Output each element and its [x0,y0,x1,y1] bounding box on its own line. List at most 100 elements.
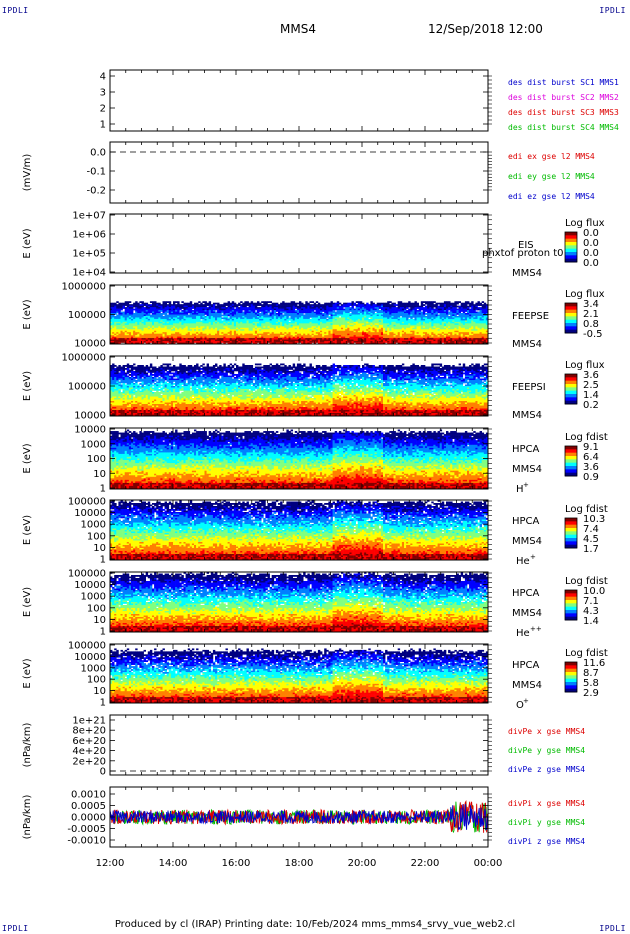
feepsi-panel-colorbar-swatch [565,381,577,385]
hpca-o-panel-colorbar-swatch [565,675,577,679]
hpca-h-panel-colorbar-swatch [565,453,577,457]
eis-panel-spacecraft-label: MMS4 [512,268,542,279]
hpca-h-panel-spectrogram [110,430,488,490]
edi-panel-legend-entry: edi ey gse l2 MMS4 [508,172,595,181]
hpca-he-panel-colorbar-swatch [565,531,577,535]
hpca-h-panel-instrument-label: HPCA [512,444,540,455]
footer-credit: Produced by cl (IRAP) Printing date: 10/… [0,919,630,930]
hpca-h-panel-ytick-label: 10000 [74,425,106,436]
hpca-h-panel-colorbar-swatch [565,459,577,463]
hpca-he-panel-instrument-label: HPCA [512,516,540,527]
hpca-hepp-panel-ytick-label: 1000 [81,592,106,603]
hpca-o-panel-colorbar-swatch [565,685,577,689]
feepsi-panel-colorbar-swatch [565,384,577,388]
feepsi-panel-spectrogram [110,364,488,417]
edi-panel-legend-entry: edi ez gse l2 MMS4 [508,192,595,201]
divpi-panel-ylabel: (nPa/km) [22,795,33,840]
hpca-hepp-panel-colorbar-swatch [565,613,577,617]
hpca-hepp-panel-colorbar-swatch [565,610,577,614]
eis-panel-colorbar-swatch [565,255,577,259]
burst-panel-legend-entry: des dist burst SC2 MMS2 [508,93,619,102]
hpca-hepp-panel-colorbar-tick: 1.4 [583,616,599,627]
hpca-hepp-panel-instrument-label: HPCA [512,588,540,599]
divpi-panel-legend-entry: divPi z gse MMS4 [508,837,585,846]
hpca-hepp-panel-colorbar-swatch [565,593,577,597]
eis-panel-ylabel: E (eV) [22,228,33,258]
feepsi-panel-colorbar-swatch [565,391,577,395]
feepsi-panel-colorbar-swatch [565,374,577,378]
eis-panel-colorbar-swatch [565,232,577,236]
divpi-panel-legend-entry: divPi y gse MMS4 [508,818,585,827]
time-axis-label: 00:00 [474,858,503,869]
hpca-hepp-panel-ytick-label: 100 [87,603,106,614]
hpca-h-panel-ytick-label: 1 [100,484,106,495]
feepsi-panel-colorbar-swatch [565,397,577,401]
hpca-he-panel-colorbar-swatch [565,525,577,529]
hpca-o-panel-colorbar-swatch [565,662,577,666]
divpi-panel-ytick-label: -0.0005 [67,824,106,835]
feepse-panel-colorbar-swatch [565,316,577,320]
eis-panel-ytick-label: 1e+06 [72,230,106,241]
time-axis-label: 20:00 [348,858,377,869]
hpca-h-panel-colorbar-swatch [565,469,577,473]
feepsi-panel-ytick-label: 10000 [74,411,106,422]
feepse-panel-ytick-label: 100000 [68,310,106,321]
eis-panel-colorbar-swatch [565,239,577,243]
burst-panel-legend-entry: des dist burst SC1 MMS1 [508,78,619,87]
hpca-hepp-panel-ylabel: E (eV) [22,587,33,617]
hpca-he-panel-colorbar-tick: 1.7 [583,544,599,555]
eis-panel-colorbar-swatch [565,252,577,256]
hpca-o-panel-spacecraft-label: MMS4 [512,680,542,691]
divpi-panel-ytick-label: 0.0000 [71,813,106,824]
feepse-panel-colorbar-swatch [565,320,577,324]
feepse-panel-ytick-label: 1000000 [61,282,106,293]
hpca-hepp-panel-colorbar-swatch [565,607,577,611]
divpi-panel-ytick-label: -0.0010 [67,836,106,847]
divpe-panel-ytick-label: 0 [100,767,106,778]
hpca-h-panel-ytick-label: 10 [93,469,106,480]
hpca-hepp-panel-charge-label: ++ [530,625,542,633]
feepsi-panel-spacecraft-label: MMS4 [512,410,542,421]
feepsi-panel-colorbar-swatch [565,394,577,398]
feepse-panel-ylabel: E (eV) [22,299,33,329]
burst-panel-ytick-label: 4 [100,72,106,83]
feepsi-panel-ytick-label: 100000 [68,382,106,393]
hpca-hepp-panel-colorbar-swatch [565,603,577,607]
divpe-panel-legend-entry: divPe x gse MMS4 [508,727,585,736]
hpca-o-panel-colorbar-swatch [565,665,577,669]
eis-panel-colorbar-swatch [565,235,577,239]
hpca-he-panel-spectrogram [110,500,488,560]
divpi-panel-ytick-label: 0.0005 [71,801,106,812]
hpca-he-panel-ytick-label: 100000 [68,497,106,508]
hpca-h-panel-spacecraft-label: MMS4 [512,464,542,475]
time-axis-label: 12:00 [96,858,125,869]
hpca-h-panel-ylabel: E (eV) [22,443,33,473]
edi-panel-ytick-label: -0.2 [86,186,106,197]
hpca-o-panel-colorbar-tick: 2.9 [583,688,599,699]
hpca-o-panel-ytick-label: 1000 [81,663,106,674]
hpca-h-panel-colorbar-tick: 0.9 [583,472,599,483]
feepsi-panel-colorbar-tick: 0.2 [583,400,599,411]
hpca-o-panel-ytick-label: 10 [93,686,106,697]
divpe-panel-legend-entry: divPe y gse MMS4 [508,746,585,755]
divpi-panel-legend-entry: divPi x gse MMS4 [508,799,585,808]
feepsi-panel-ytick-label: 1000000 [61,353,106,364]
hpca-h-panel-charge-label: + [523,481,529,489]
burst-panel-ytick-label: 3 [100,88,106,99]
hpca-he-panel-colorbar-swatch [565,518,577,522]
hpca-hepp-panel-spacecraft-label: MMS4 [512,608,542,619]
feepsi-panel-ylabel: E (eV) [22,371,33,401]
hpca-o-panel-colorbar-swatch [565,669,577,673]
edi-panel-legend-entry: edi ex gse l2 MMS4 [508,152,595,161]
eis-panel-colorbar-swatch [565,245,577,249]
hpca-he-panel-ytick-label: 1000 [81,520,106,531]
time-axis-label: 14:00 [159,858,188,869]
feepse-panel-spectrogram [110,301,488,344]
eis-panel-ytick-label: 1e+04 [72,268,106,279]
hpca-he-panel-ytick-label: 100 [87,531,106,542]
eis-panel-colorbar-swatch [565,242,577,246]
hpca-o-panel-colorbar-swatch [565,679,577,683]
time-axis-label: 22:00 [411,858,440,869]
eis-panel-frame [110,214,488,273]
edi-panel-ylabel: (mV/m) [22,154,33,192]
